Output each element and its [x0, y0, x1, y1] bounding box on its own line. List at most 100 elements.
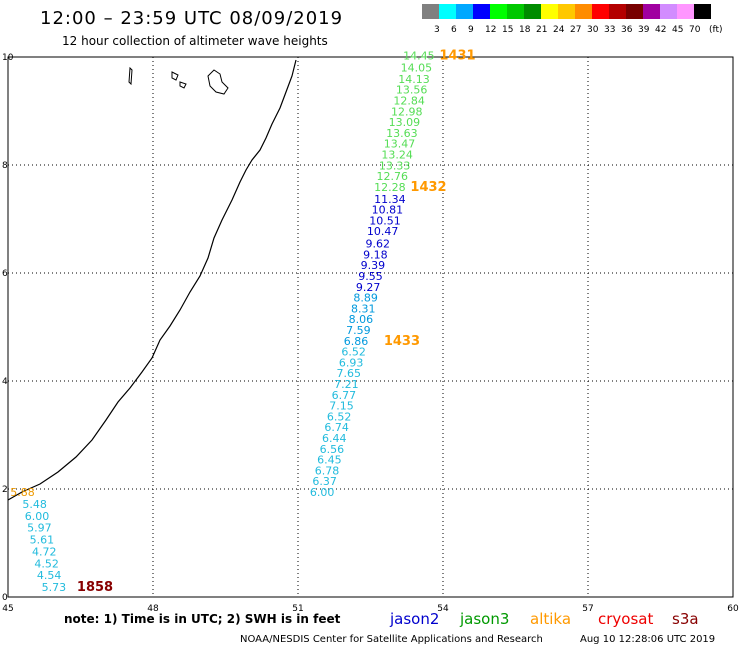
- wave-height-label: 7.65: [337, 367, 362, 380]
- wave-height-label: 4.72: [32, 545, 57, 558]
- wave-height-label: 6.37: [312, 475, 337, 488]
- wave-height-label: 7.59: [346, 324, 371, 337]
- colorbar-label: 15: [502, 25, 514, 35]
- x-tick-label: 45: [2, 604, 13, 614]
- colorbar-label: 12: [485, 25, 497, 35]
- x-tick-label: 48: [147, 604, 159, 614]
- y-tick-label: 0: [2, 593, 8, 603]
- legend-item-s3a: s3a: [672, 610, 699, 628]
- wave-height-label: 6.52: [341, 346, 366, 359]
- wave-height-label: 6.52: [327, 410, 352, 423]
- wave-height-label: 9.62: [366, 238, 391, 251]
- wave-height-label: 5.48: [22, 498, 47, 511]
- wave-height-label: 9.55: [358, 270, 383, 283]
- colorbar-label: 45: [672, 25, 684, 35]
- y-tick-label: 2: [2, 485, 8, 495]
- wave-height-label: 5.88: [10, 486, 35, 499]
- y-tick-label: 4: [2, 377, 8, 387]
- wave-height-label: 4.54: [37, 569, 62, 582]
- wave-height-label: 9.39: [361, 259, 386, 272]
- wave-height-label: 12.28: [374, 181, 406, 194]
- colorbar-swatch: [609, 4, 626, 19]
- wave-height-label: 13.24: [381, 149, 413, 162]
- colorbar-swatch: [473, 4, 490, 19]
- pass-time-label: 1858: [77, 580, 113, 595]
- wave-height-label: 6.56: [320, 443, 345, 456]
- x-tick-label: 51: [292, 604, 303, 614]
- pass-time-label: 1433: [384, 334, 420, 349]
- legend-item-jason3: jason3: [460, 610, 510, 628]
- wave-height-label: 12.84: [393, 95, 425, 108]
- x-tick-label: 57: [582, 604, 593, 614]
- wave-height-label: 14.45: [403, 50, 435, 63]
- wave-height-label: 6.93: [339, 356, 364, 369]
- wave-height-label: 9.27: [356, 281, 381, 294]
- pass-time-label: 1432: [410, 180, 446, 195]
- wave-height-label: 14.05: [401, 62, 433, 75]
- colorbar-label: 9: [468, 25, 474, 35]
- wave-height-label: 11.34: [374, 193, 406, 206]
- colorbar-swatch: [456, 4, 473, 19]
- title: 12:00 – 23:59 UTC 08/09/2019: [40, 8, 344, 29]
- colorbar-label: 18: [519, 25, 531, 35]
- wave-height-label: 4.52: [34, 557, 59, 570]
- colorbar-label: 6: [451, 25, 457, 35]
- wave-height-label: 8.06: [349, 313, 374, 326]
- wave-height-label: 8.89: [353, 292, 378, 305]
- wave-height-label: 7.15: [329, 400, 354, 413]
- colorbar-label: 36: [621, 25, 633, 35]
- wave-height-label: 6.86: [344, 335, 369, 348]
- colorbar-label: 42: [655, 25, 667, 35]
- wave-height-label: 7.21: [334, 378, 359, 391]
- wave-height-label: 10.47: [367, 225, 399, 238]
- x-tick-label: 60: [727, 604, 739, 614]
- island-islet: [179, 81, 187, 89]
- legend-item-altika: altika: [530, 610, 572, 628]
- wave-height-label: 13.56: [396, 84, 428, 97]
- y-tick-label: 10: [2, 53, 14, 63]
- x-tick-label: 54: [437, 604, 449, 614]
- wave-height-label: 6.77: [332, 389, 357, 402]
- y-tick-label: 8: [2, 161, 8, 171]
- colorbar-swatch: [592, 4, 609, 19]
- colorbar-label: 21: [536, 25, 548, 35]
- colorbar-swatch: [575, 4, 592, 19]
- footnote: note: 1) Time is in UTC; 2) SWH is in fe…: [64, 612, 341, 626]
- island-socotra: [207, 69, 229, 95]
- colorbar-label: 33: [604, 25, 616, 35]
- wave-height-label: 6.00: [25, 510, 50, 523]
- wave-height-label: 6.78: [315, 464, 340, 477]
- colorbar-swatch: [694, 4, 711, 19]
- wave-height-label: 13.47: [384, 138, 416, 151]
- wave-height-label: 9.18: [363, 248, 388, 261]
- colorbar-unit: (ft): [709, 25, 723, 35]
- map-frame: [7, 56, 734, 598]
- colorbar-swatch: [524, 4, 541, 19]
- colorbar-swatch: [660, 4, 677, 19]
- wave-height-label: 6.74: [324, 421, 349, 434]
- wave-height-label: 13.09: [389, 116, 421, 129]
- legend-item-cryosat: cryosat: [598, 610, 654, 628]
- wave-height-label: 5.61: [30, 534, 55, 547]
- wave-height-label: 13.63: [386, 127, 418, 140]
- wave-height-label: 6.00: [310, 486, 335, 499]
- wave-height-label: 5.97: [27, 522, 52, 535]
- wave-height-label: 10.81: [372, 204, 404, 217]
- colorbar-label: 39: [638, 25, 650, 35]
- wave-height-label: 5.73: [42, 581, 67, 594]
- pass-time-label: 1431: [439, 49, 475, 64]
- colorbar-label: 27: [570, 25, 582, 35]
- colorbar-swatch: [643, 4, 660, 19]
- colorbar-swatch: [439, 4, 456, 19]
- colorbar-swatch: [422, 4, 439, 19]
- island-islet: [128, 66, 133, 86]
- subtitle: 12 hour collection of altimeter wave hei…: [62, 34, 328, 48]
- wave-height-label: 6.45: [317, 454, 342, 467]
- wave-height-label: 14.13: [398, 73, 430, 86]
- legend-item-jason2: jason2: [390, 610, 440, 628]
- island-islet: [171, 71, 179, 81]
- credit-text: NOAA/NESDIS Center for Satellite Applica…: [240, 634, 543, 645]
- colorbar-swatch: [490, 4, 507, 19]
- colorbar-swatch: [677, 4, 694, 19]
